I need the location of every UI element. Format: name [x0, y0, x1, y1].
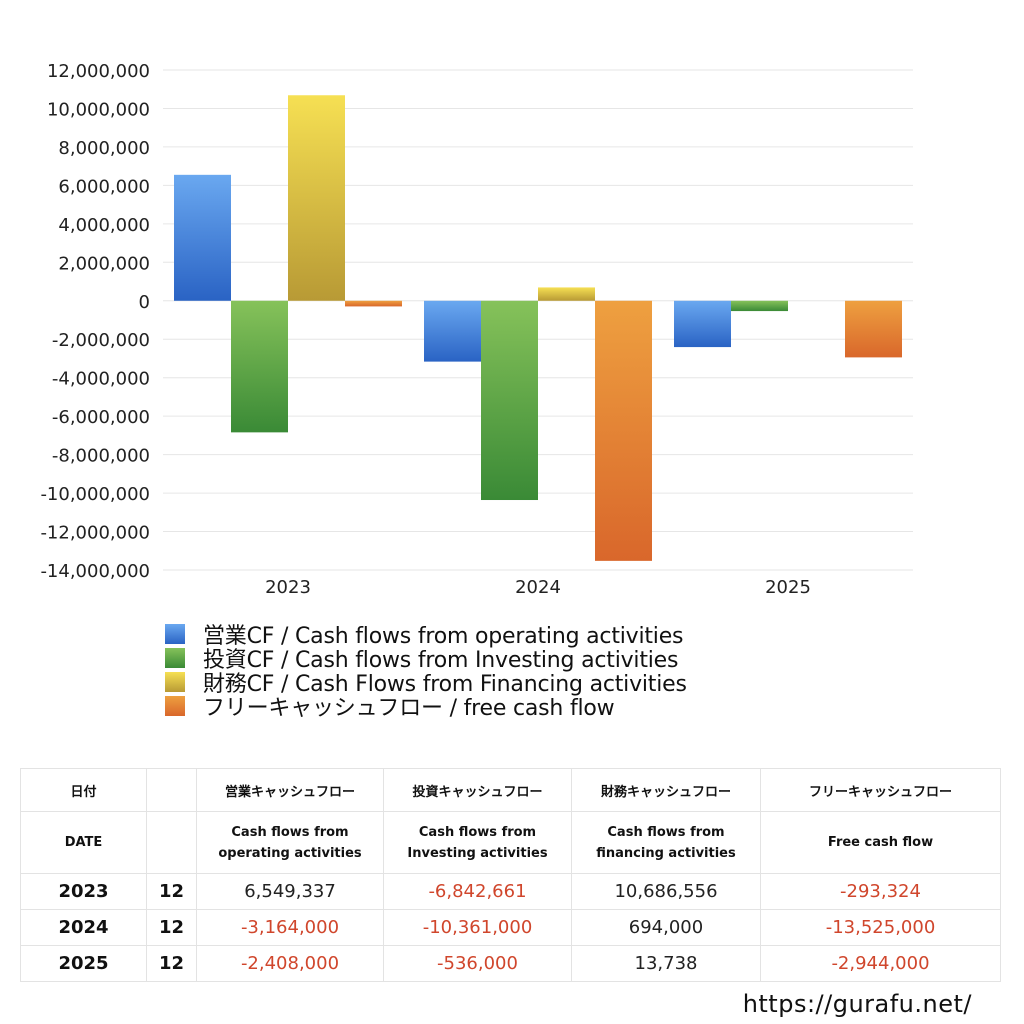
header-free-cf-en: Free cash flow [760, 811, 1001, 874]
header-date-jp: 日付 [20, 768, 147, 812]
table-header-row-english: DATE Cash flows from operating activities… [20, 811, 1001, 874]
cell-investing: -6,842,661 [383, 873, 572, 910]
y-tick-label: 0 [139, 292, 150, 313]
cell-operating: -3,164,000 [196, 909, 384, 946]
bar-2025-series-4 [845, 300, 902, 358]
y-tick-label: -4,000,000 [52, 369, 150, 390]
x-tick-label: 2025 [765, 577, 811, 598]
legend-swatch [165, 672, 185, 692]
y-axis-tick-labels: 12,000,000 10,000,000 8,000,000 6,000,000 4,… [40, 61, 150, 582]
cell-financing: 13,738 [571, 945, 761, 982]
legend-label: 財務CF / Cash Flows from Financing activit… [203, 672, 687, 697]
legend-item: 投資CF / Cash flows from Investing activit… [165, 646, 687, 673]
cash-flow-table: 日付 営業キャッシュフロー 投資キャッシュフロー 財務キャッシュフロー フリーキ… [20, 768, 1001, 982]
bar-2023-series-3 [288, 95, 345, 301]
y-tick-label: -14,000,000 [40, 561, 150, 582]
cell-investing: -536,000 [383, 945, 572, 982]
legend-label: 営業CF / Cash flows from operating activit… [203, 624, 684, 649]
row-month: 12 [146, 909, 197, 946]
legend: 営業CF / Cash flows from operating activit… [165, 622, 687, 721]
cell-financing: 10,686,556 [571, 873, 761, 910]
bar-2023-series-2 [231, 300, 288, 433]
cell-operating: 6,549,337 [196, 873, 384, 910]
table-row: 2025 12 -2,408,000 -536,000 13,738 -2,94… [20, 945, 1001, 982]
row-month: 12 [146, 945, 197, 982]
y-tick-label: 12,000,000 [47, 61, 150, 82]
bar-2023-series-1 [174, 174, 231, 301]
bar-2024-series-2 [481, 300, 538, 501]
legend-label: フリーキャッシュフロー / free cash flow [203, 696, 615, 721]
cell-free-cf: -293,324 [760, 873, 1001, 910]
bar-2024-series-4 [595, 300, 652, 561]
y-tick-label: -8,000,000 [52, 446, 150, 467]
y-tick-label: -6,000,000 [52, 407, 150, 428]
header-investing-en: Cash flows from Investing activities [383, 811, 572, 874]
bar-2023-series-4 [345, 300, 402, 307]
table-row: 2024 12 -3,164,000 -10,361,000 694,000 -… [20, 909, 1001, 946]
legend-swatch [165, 696, 185, 716]
table-row: 2023 12 6,549,337 -6,842,661 10,686,556 … [20, 873, 1001, 910]
cell-operating: -2,408,000 [196, 945, 384, 982]
cell-free-cf: -2,944,000 [760, 945, 1001, 982]
legend-swatch [165, 648, 185, 668]
row-year: 2023 [20, 873, 147, 910]
row-year: 2025 [20, 945, 147, 982]
header-investing-jp: 投資キャッシュフロー [383, 768, 572, 812]
cell-financing: 694,000 [571, 909, 761, 946]
legend-label: 投資CF / Cash flows from Investing activit… [203, 648, 679, 673]
bars [174, 95, 902, 561]
y-tick-label: 6,000,000 [58, 176, 150, 197]
cell-free-cf: -13,525,000 [760, 909, 1001, 946]
bar-chart: 12,000,000 10,000,000 8,000,000 6,000,000 4,… [40, 61, 913, 598]
y-tick-label: 2,000,000 [58, 253, 150, 274]
y-tick-label: -12,000,000 [40, 523, 150, 544]
legend-item: 営業CF / Cash flows from operating activit… [165, 622, 687, 649]
table-header-row-japanese: 日付 営業キャッシュフロー 投資キャッシュフロー 財務キャッシュフロー フリーキ… [20, 768, 1001, 812]
header-date-en: DATE [20, 811, 147, 874]
x-axis-tick-labels: 2023 2024 2025 [265, 577, 811, 598]
header-blank [146, 768, 197, 812]
header-operating-en: Cash flows from operating activities [196, 811, 384, 874]
bar-2025-series-2 [731, 300, 788, 312]
bar-2025-series-1 [674, 300, 731, 348]
x-tick-label: 2024 [515, 577, 561, 598]
header-blank-en [146, 811, 197, 874]
y-tick-label: 10,000,000 [47, 99, 150, 120]
row-month: 12 [146, 873, 197, 910]
y-tick-label: -2,000,000 [52, 330, 150, 351]
bar-2024-series-1 [424, 300, 481, 362]
header-financing-jp: 財務キャッシュフロー [571, 768, 761, 812]
legend-item: フリーキャッシュフロー / free cash flow [165, 694, 687, 721]
y-tick-label: 4,000,000 [58, 215, 150, 236]
y-tick-label: -10,000,000 [40, 484, 150, 505]
x-tick-label: 2023 [265, 577, 311, 598]
row-year: 2024 [20, 909, 147, 946]
bar-2024-series-3 [538, 287, 595, 301]
footer-url[interactable]: https://gurafu.net/ [742, 990, 972, 1018]
header-operating-jp: 営業キャッシュフロー [196, 768, 384, 812]
header-free-cf-jp: フリーキャッシュフロー [760, 768, 1001, 812]
header-financing-en: Cash flows from financing activities [571, 811, 761, 874]
legend-item: 財務CF / Cash Flows from Financing activit… [165, 670, 687, 697]
legend-swatch [165, 624, 185, 644]
y-tick-label: 8,000,000 [58, 138, 150, 159]
cell-investing: -10,361,000 [383, 909, 572, 946]
